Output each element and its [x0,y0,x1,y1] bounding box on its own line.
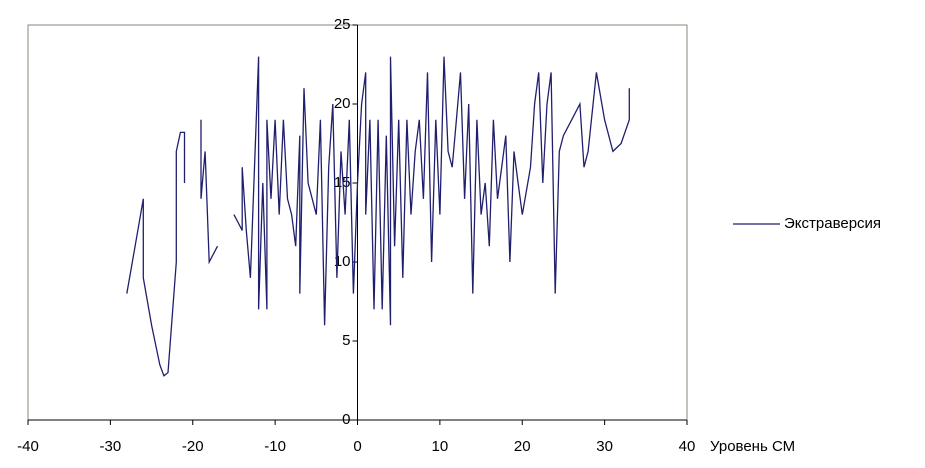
x-tick-label: 20 [514,438,531,455]
y-tick-label: 5 [342,332,350,349]
x-tick-label: 0 [353,438,361,455]
legend-label: Экстраверсия [784,215,881,232]
y-tick-label: 20 [334,95,351,112]
x-tick-label: -30 [100,438,122,455]
x-tick-label: 30 [596,438,613,455]
x-tick-label: -10 [264,438,286,455]
y-tick-label: 0 [342,411,350,428]
series-line [126,56,630,377]
x-tick-label: -20 [182,438,204,455]
x-axis-label: Уровень СМ [710,438,795,455]
y-tick-label: 25 [334,16,351,33]
x-tick-label: -40 [17,438,39,455]
x-tick-label: 40 [679,438,696,455]
x-tick-label: 10 [432,438,449,455]
